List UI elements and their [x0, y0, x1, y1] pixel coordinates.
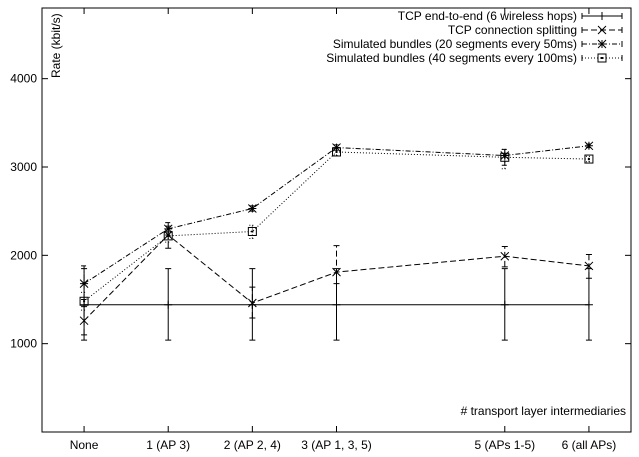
data-point-center: [251, 230, 254, 233]
data-point: [332, 147, 341, 157]
legend-marker-center: [601, 57, 603, 59]
legend-swatch-ends: [581, 41, 623, 47]
data-point-center: [587, 158, 590, 161]
data-point: [163, 224, 173, 234]
data-point: [584, 261, 594, 271]
x-tick-label: 5 (APs 1-5): [474, 438, 535, 452]
legend-label: Simulated bundles (40 segments every 100…: [326, 51, 577, 65]
y-tick-label: 1000: [10, 337, 37, 351]
legend-marker: [597, 25, 607, 35]
legend-swatch-ends: [581, 13, 623, 19]
legend-entry-1: TCP end-to-end (6 wireless hops): [398, 9, 623, 23]
legend: TCP end-to-end (6 wireless hops)TCP conn…: [326, 9, 623, 65]
error-bar: [585, 155, 592, 163]
x-tick-label: 6 (all APs): [562, 438, 617, 452]
data-point-center: [167, 234, 170, 237]
error-bar: [81, 291, 88, 311]
legend-marker: [598, 12, 606, 20]
data-point: [500, 151, 510, 160]
data-point: [248, 204, 257, 213]
x-tick-label: None: [70, 438, 99, 452]
data-point: [332, 300, 341, 309]
series-3: [79, 141, 594, 300]
data-point-center: [335, 150, 338, 153]
series-layer: [79, 141, 594, 341]
legend-entry-3: Simulated bundles (20 segments every 50m…: [333, 37, 623, 51]
x-tick-label: 1 (AP 3): [146, 438, 190, 452]
data-point: [79, 296, 89, 306]
legend-swatch-ends: [581, 55, 623, 61]
y-tick-label: 4000: [10, 72, 37, 86]
plot-border: [41, 7, 632, 433]
series-line: [83, 145, 589, 285]
data-point: [500, 152, 510, 162]
legend-label: TCP connection splitting: [448, 23, 577, 37]
data-point: [584, 154, 594, 164]
x-tick-label: 2 (AP 2, 4): [224, 438, 281, 452]
legend-label: Simulated bundles (20 segments every 50m…: [333, 37, 577, 51]
data-point: [584, 141, 594, 151]
series-line: [83, 234, 589, 322]
legend-label: TCP end-to-end (6 wireless hops): [398, 9, 577, 23]
plot-frame: [41, 7, 632, 433]
data-point: [584, 300, 593, 309]
data-point: [79, 316, 89, 326]
data-point-center: [503, 156, 506, 159]
x-axis-title: # transport layer intermediaries: [461, 404, 626, 418]
y-axis-title: Rate (kbit/s): [49, 13, 63, 78]
y-tick-label: 2000: [10, 248, 37, 262]
error-bar: [249, 286, 256, 319]
error-bar: [81, 265, 88, 300]
x-tick-label: 3 (AP 1, 3, 5): [301, 438, 371, 452]
data-point: [79, 279, 89, 288]
legend-marker: [597, 53, 607, 63]
data-point: [164, 300, 173, 309]
y-tick-label: 3000: [10, 160, 37, 174]
error-bar: [501, 148, 508, 170]
series-4: [79, 147, 594, 311]
error-bar: [333, 245, 340, 285]
legend-swatch-ends: [581, 27, 623, 33]
data-point-center: [83, 300, 86, 303]
data-point: [163, 231, 173, 241]
axes: 1000 2000 3000 4000 None 1 (AP 3) 2 (AP 2, 4) 3…: [10, 8, 631, 452]
legend-entry-2: TCP connection splitting: [448, 23, 623, 37]
data-point: [248, 298, 257, 308]
legend-entry-4: Simulated bundles (40 segments every 100…: [326, 51, 623, 65]
data-point: [500, 251, 510, 261]
data-point: [500, 300, 509, 309]
data-point: [247, 226, 257, 236]
legend-marker: [597, 39, 607, 49]
data-point: [332, 267, 341, 277]
